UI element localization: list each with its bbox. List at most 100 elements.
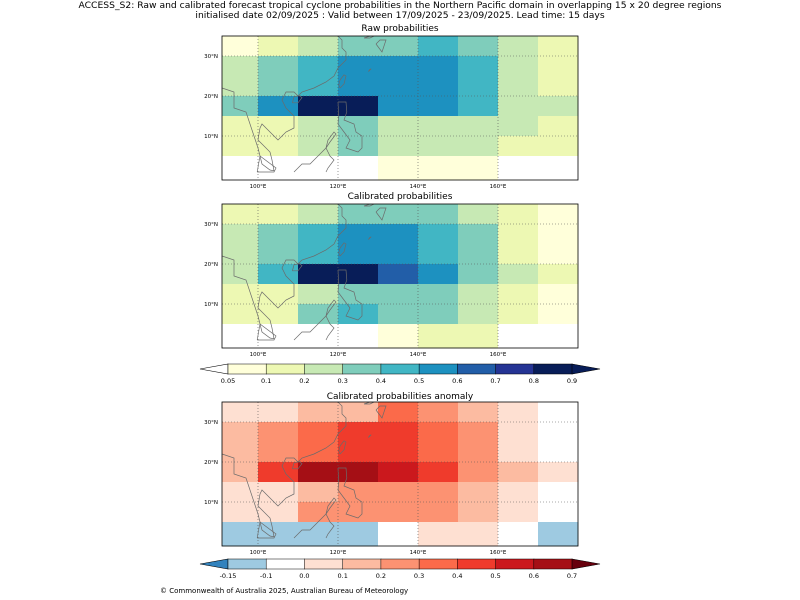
heatmap-cell <box>298 522 339 547</box>
heatmap-cell <box>222 324 259 349</box>
heatmap-cell <box>338 304 379 325</box>
colorbar-segment <box>418 558 458 570</box>
colorbar-tick-label: 0.4 <box>452 572 462 580</box>
heatmap-cell <box>418 264 459 285</box>
heatmap-cell <box>338 324 379 349</box>
lon-tick-label: 140°E <box>410 352 427 358</box>
colorbar-segment <box>342 363 382 375</box>
heatmap-cell <box>258 56 299 77</box>
heatmap-cell <box>222 96 259 117</box>
heatmap-cell <box>378 96 419 117</box>
heatmap-cell <box>378 36 419 57</box>
colorbar-tick-label: 0.7 <box>490 377 500 385</box>
heatmap-cell <box>338 224 379 245</box>
panel-title: Calibrated probabilities anomaly <box>327 392 474 402</box>
map-frame <box>221 203 579 349</box>
coastline <box>325 131 337 149</box>
heatmap-cell <box>298 36 339 57</box>
coastline <box>368 68 372 72</box>
heatmap-cell <box>458 244 499 265</box>
heatmap-cell <box>498 244 539 265</box>
coastline <box>325 299 337 317</box>
heatmap-cell <box>258 136 299 157</box>
heatmap-cell <box>258 442 299 463</box>
heatmap-cell <box>458 502 499 523</box>
heatmap-cell <box>538 204 579 225</box>
heatmap-cell <box>338 442 379 463</box>
heatmap-cell <box>378 402 419 423</box>
heatmap-cell <box>338 204 379 225</box>
heatmap-cell <box>298 224 339 245</box>
heatmap-cell <box>258 482 299 503</box>
heatmap-cell <box>298 156 339 181</box>
lat-tick-label: 30°N <box>204 420 218 426</box>
heatmap-cell <box>222 224 259 245</box>
lon-tick-label: 100°E <box>250 352 267 358</box>
map-frame <box>221 35 579 181</box>
heatmap-cell <box>498 56 539 77</box>
heatmap-cell <box>378 284 419 305</box>
heatmap-cell <box>418 502 459 523</box>
colorbar-under-extension <box>199 363 229 375</box>
heatmap-cell <box>298 116 339 137</box>
coastline <box>292 263 303 272</box>
coastline <box>368 434 372 438</box>
coastline <box>222 402 347 538</box>
heatmap-cell <box>458 402 499 423</box>
heatmap-cell <box>258 204 299 225</box>
heatmap-cell <box>378 304 419 325</box>
colorbar-tick-label: 0.3 <box>338 377 348 385</box>
coastline <box>338 74 347 89</box>
heatmap-cell <box>538 116 579 137</box>
heatmap-cell <box>418 402 459 423</box>
colorbar-segment <box>342 558 382 570</box>
lat-tick-label: 30°N <box>204 222 218 228</box>
heatmap-cell <box>498 96 539 117</box>
colorbar-segment <box>227 558 267 570</box>
colorbar-segment <box>495 363 535 375</box>
colorbar-segment <box>533 558 573 570</box>
coastline <box>222 204 347 340</box>
heatmap-cell <box>498 36 539 57</box>
colorbar-under-extension <box>199 558 229 570</box>
heatmap-cell <box>498 76 539 97</box>
heatmap-cell <box>498 442 539 463</box>
heatmap-cell <box>498 284 539 305</box>
heatmap-cell <box>258 324 299 349</box>
coastlines <box>222 402 387 539</box>
colorbar-tick-label: -0.15 <box>220 572 237 580</box>
colorbar-tick-label: 0.0 <box>299 572 309 580</box>
anomaly-colorbar: -0.15 -0.1 0.0 0.1 0.2 0.3 0.4 0.5 0.6 0.7 <box>199 558 601 580</box>
colorbar-segment <box>495 558 535 570</box>
heatmap-cell <box>378 324 419 349</box>
heatmap-cell <box>338 136 379 157</box>
coastlines <box>222 36 387 173</box>
heatmap-cell <box>298 304 339 325</box>
heatmap-cell <box>338 482 379 503</box>
heatmap-cell <box>458 304 499 325</box>
heatmap-cell <box>418 304 459 325</box>
heatmap-cell <box>538 244 579 265</box>
heatmap-cell <box>378 204 419 225</box>
map-frame <box>221 401 579 547</box>
heatmap-cell <box>498 482 539 503</box>
colorbar-tick-label: 0.5 <box>414 377 424 385</box>
heatmap-cell <box>338 284 379 305</box>
heatmap-cell <box>258 422 299 443</box>
heatmap-cell <box>538 442 579 463</box>
coastline <box>256 323 277 341</box>
heatmap-cell <box>338 502 379 523</box>
heatmap-cell <box>298 502 339 523</box>
heatmap-cell <box>538 482 579 503</box>
coastline <box>375 207 387 221</box>
heatmap-cell <box>418 224 459 245</box>
heatmap-cell <box>258 156 299 181</box>
heatmap-cell <box>458 204 499 225</box>
heatmap-cell <box>298 462 339 483</box>
colorbar-segment <box>418 363 458 375</box>
heatmap-cell <box>258 116 299 137</box>
heatmap-cell <box>498 156 539 181</box>
map-panel-2: Calibrated probabilities 100°E 120°E 140°E 1… <box>204 192 579 358</box>
coastline <box>337 101 363 153</box>
heatmap-cell <box>538 56 579 77</box>
